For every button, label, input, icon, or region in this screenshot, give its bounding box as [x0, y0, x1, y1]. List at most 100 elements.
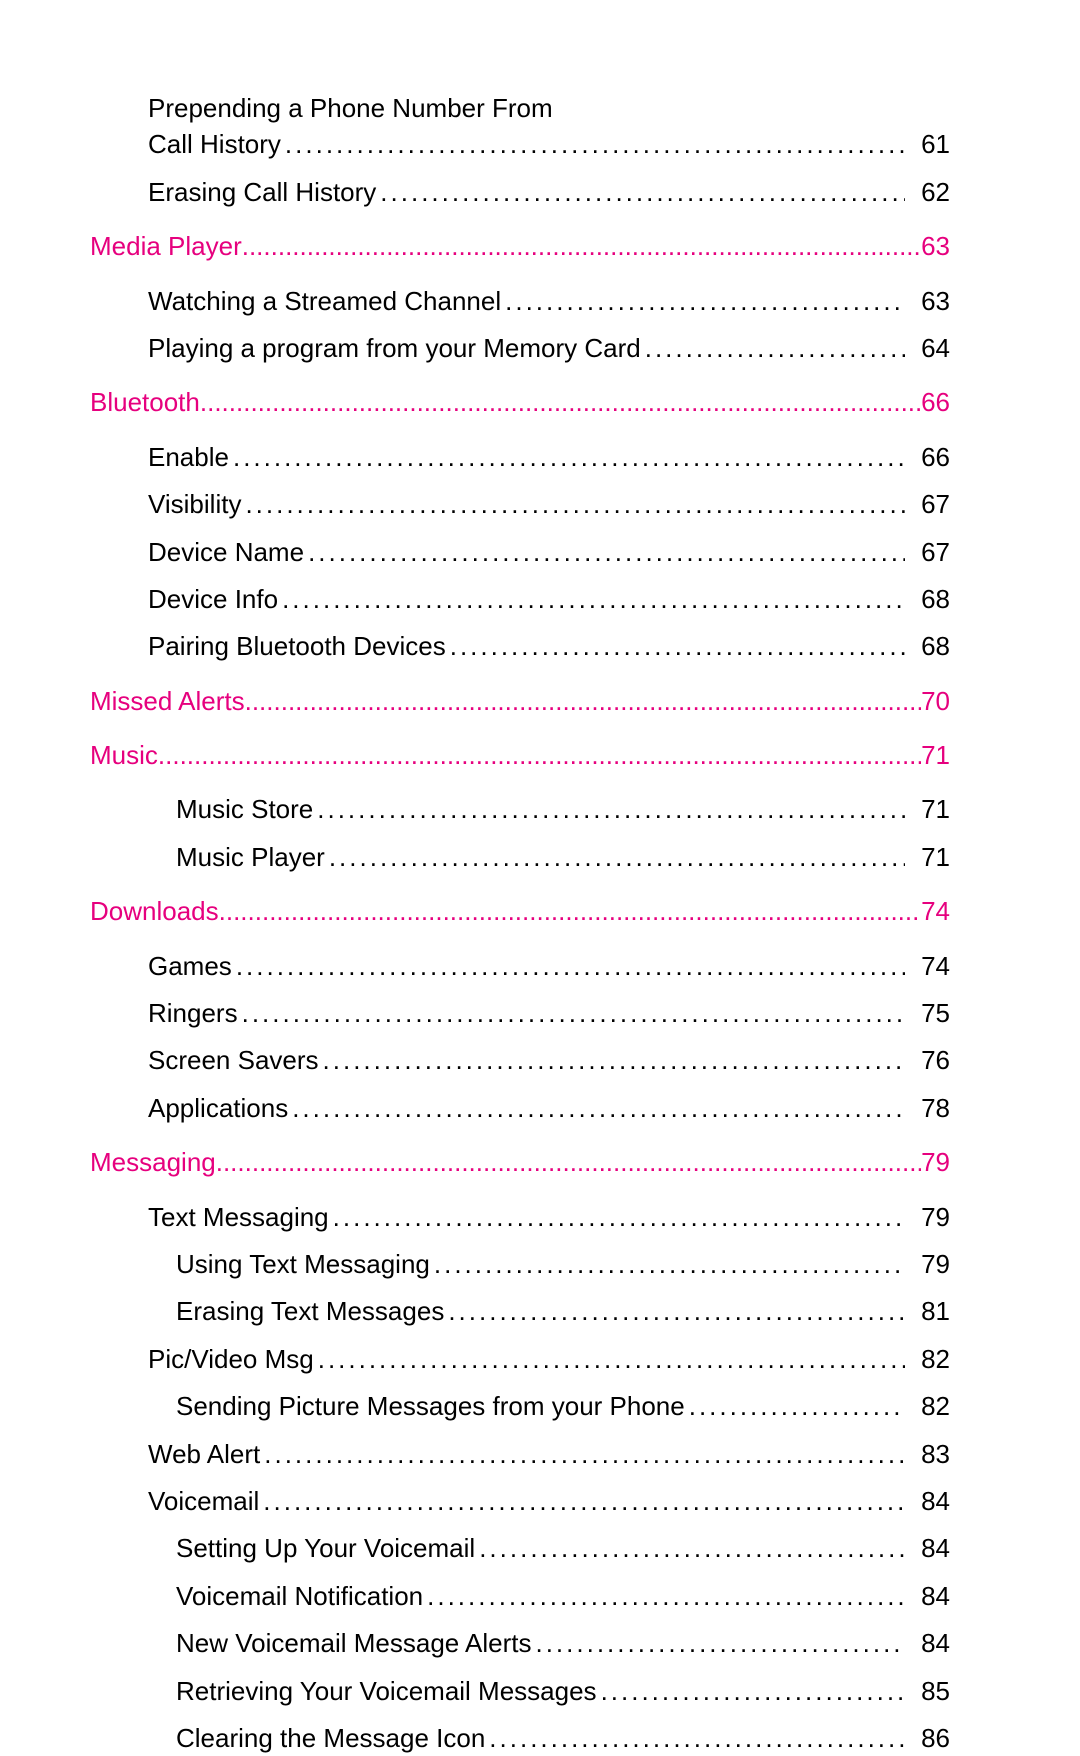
toc-dots: ........................................… [245, 486, 905, 522]
toc-title: Device Info [148, 581, 278, 617]
toc-dots: ........................................… [535, 1625, 905, 1661]
toc-page: 71 [921, 737, 950, 773]
toc-entry[interactable]: Using Text Messaging ...................… [176, 1246, 950, 1282]
toc-dots: ........................................… [450, 628, 905, 664]
toc-dots: ........................................… [689, 1388, 905, 1424]
toc-title: Clearing the Message Icon [176, 1720, 485, 1756]
toc-page: 84 [909, 1483, 950, 1519]
toc-page: 76 [909, 1042, 950, 1078]
toc-section[interactable]: Bluetooth...............................… [90, 384, 950, 420]
toc-entry[interactable]: Setting Up Your Voicemail ..............… [176, 1530, 950, 1566]
toc-dots: ........................................… [427, 1578, 905, 1614]
toc-section[interactable]: Music...................................… [90, 737, 950, 773]
toc-section[interactable]: Downloads...............................… [90, 893, 950, 929]
toc-page: 78 [909, 1090, 950, 1126]
toc-entry[interactable]: Enable .................................… [148, 439, 950, 475]
toc-entry[interactable]: Voicemail Notification .................… [176, 1578, 950, 1614]
toc-section[interactable]: Media Player............................… [90, 228, 950, 264]
toc-entry[interactable]: Web Alert ..............................… [148, 1436, 950, 1472]
toc-dots: ........................................… [323, 1042, 906, 1078]
toc-page: 68 [909, 581, 950, 617]
toc-entry[interactable]: Sending Picture Messages from your Phone… [176, 1388, 950, 1424]
toc-title: Ringers [148, 995, 238, 1031]
toc-entry[interactable]: Games ..................................… [148, 948, 950, 984]
toc-page: 71 [909, 791, 950, 827]
toc-dots: ........................................… [645, 330, 905, 366]
toc-dots: ........................................… [489, 1720, 905, 1756]
toc-title: Using Text Messaging [176, 1246, 430, 1282]
table-of-contents: Prepending a Phone Number FromCall Histo… [90, 90, 950, 1756]
toc-title: Voicemail [148, 1483, 259, 1519]
toc-section[interactable]: Missed Alerts...........................… [90, 683, 950, 719]
toc-page: 74 [909, 948, 950, 984]
toc-entry[interactable]: Prepending a Phone Number From [148, 90, 950, 126]
toc-title: Prepending a Phone Number From [148, 90, 553, 126]
toc-page: 63 [909, 283, 950, 319]
toc-page: 68 [909, 628, 950, 664]
toc-title: Voicemail Notification [176, 1578, 423, 1614]
toc-page: 61 [909, 126, 950, 162]
toc-entry[interactable]: Text Messaging .........................… [148, 1199, 950, 1235]
toc-entry[interactable]: Device Name ............................… [148, 534, 950, 570]
toc-entry[interactable]: Music Store ............................… [176, 791, 950, 827]
toc-entry[interactable]: Music Player ...........................… [176, 839, 950, 875]
toc-page: 84 [909, 1530, 950, 1566]
toc-title: Playing a program from your Memory Card [148, 330, 641, 366]
toc-page: 79 [909, 1199, 950, 1235]
toc-title: Games [148, 948, 232, 984]
toc-page: 64 [909, 330, 950, 366]
toc-page: 75 [909, 995, 950, 1031]
toc-dots: ........................................… [479, 1530, 905, 1566]
toc-entry-continuation[interactable]: Call History ...........................… [148, 126, 950, 162]
toc-dots: ........................................… [282, 581, 905, 617]
toc-dots: ........................................… [216, 1144, 921, 1180]
toc-page: 74 [921, 893, 950, 929]
toc-title: Watching a Streamed Channel [148, 283, 501, 319]
toc-dots: ........................................… [329, 839, 905, 875]
toc-title: Setting Up Your Voicemail [176, 1530, 475, 1566]
toc-page: 79 [909, 1246, 950, 1282]
toc-dots: ........................................… [242, 228, 921, 264]
toc-entry[interactable]: Screen Savers ..........................… [148, 1042, 950, 1078]
toc-entry[interactable]: Visibility .............................… [148, 486, 950, 522]
toc-dots: ........................................… [219, 893, 921, 929]
toc-page: 82 [909, 1388, 950, 1424]
toc-title: Music [90, 737, 158, 773]
toc-dots: ........................................… [434, 1246, 905, 1282]
toc-page: 71 [909, 839, 950, 875]
toc-entry[interactable]: Voicemail ..............................… [148, 1483, 950, 1519]
toc-page: 86 [909, 1720, 950, 1756]
toc-entry[interactable]: Device Info ............................… [148, 581, 950, 617]
toc-entry[interactable]: Retrieving Your Voicemail Messages .....… [176, 1673, 950, 1709]
toc-title: Enable [148, 439, 229, 475]
toc-title: Text Messaging [148, 1199, 329, 1235]
toc-entry[interactable]: Pairing Bluetooth Devices ..............… [148, 628, 950, 664]
toc-entry[interactable]: Pic/Video Msg ..........................… [148, 1341, 950, 1377]
toc-entry[interactable]: Watching a Streamed Channel ............… [148, 283, 950, 319]
toc-page: 63 [921, 228, 950, 264]
toc-entry[interactable]: Clearing the Message Icon ..............… [176, 1720, 950, 1756]
toc-section[interactable]: Messaging...............................… [90, 1144, 950, 1180]
toc-title: Messaging [90, 1144, 216, 1180]
toc-entry[interactable]: Erasing Call History ...................… [148, 174, 950, 210]
toc-page: 62 [909, 174, 950, 210]
toc-dots: ........................................… [245, 683, 921, 719]
toc-title: Downloads [90, 893, 219, 929]
toc-dots: ........................................… [233, 439, 905, 475]
toc-dots: ........................................… [158, 737, 921, 773]
toc-entry[interactable]: Applications ...........................… [148, 1090, 950, 1126]
toc-title: Screen Savers [148, 1042, 319, 1078]
toc-entry[interactable]: Erasing Text Messages ..................… [176, 1293, 950, 1329]
toc-entry[interactable]: Playing a program from your Memory Card … [148, 330, 950, 366]
toc-dots: ........................................… [333, 1199, 905, 1235]
toc-page: 66 [909, 439, 950, 475]
toc-page: 66 [921, 384, 950, 420]
toc-title: Erasing Call History [148, 174, 376, 210]
toc-title: Media Player [90, 228, 242, 264]
toc-entry[interactable]: New Voicemail Message Alerts ...........… [176, 1625, 950, 1661]
toc-dots: ........................................… [242, 995, 905, 1031]
toc-page: 84 [909, 1625, 950, 1661]
toc-entry[interactable]: Ringers ................................… [148, 995, 950, 1031]
toc-dots: ........................................… [505, 283, 905, 319]
toc-dots: ........................................… [236, 948, 905, 984]
